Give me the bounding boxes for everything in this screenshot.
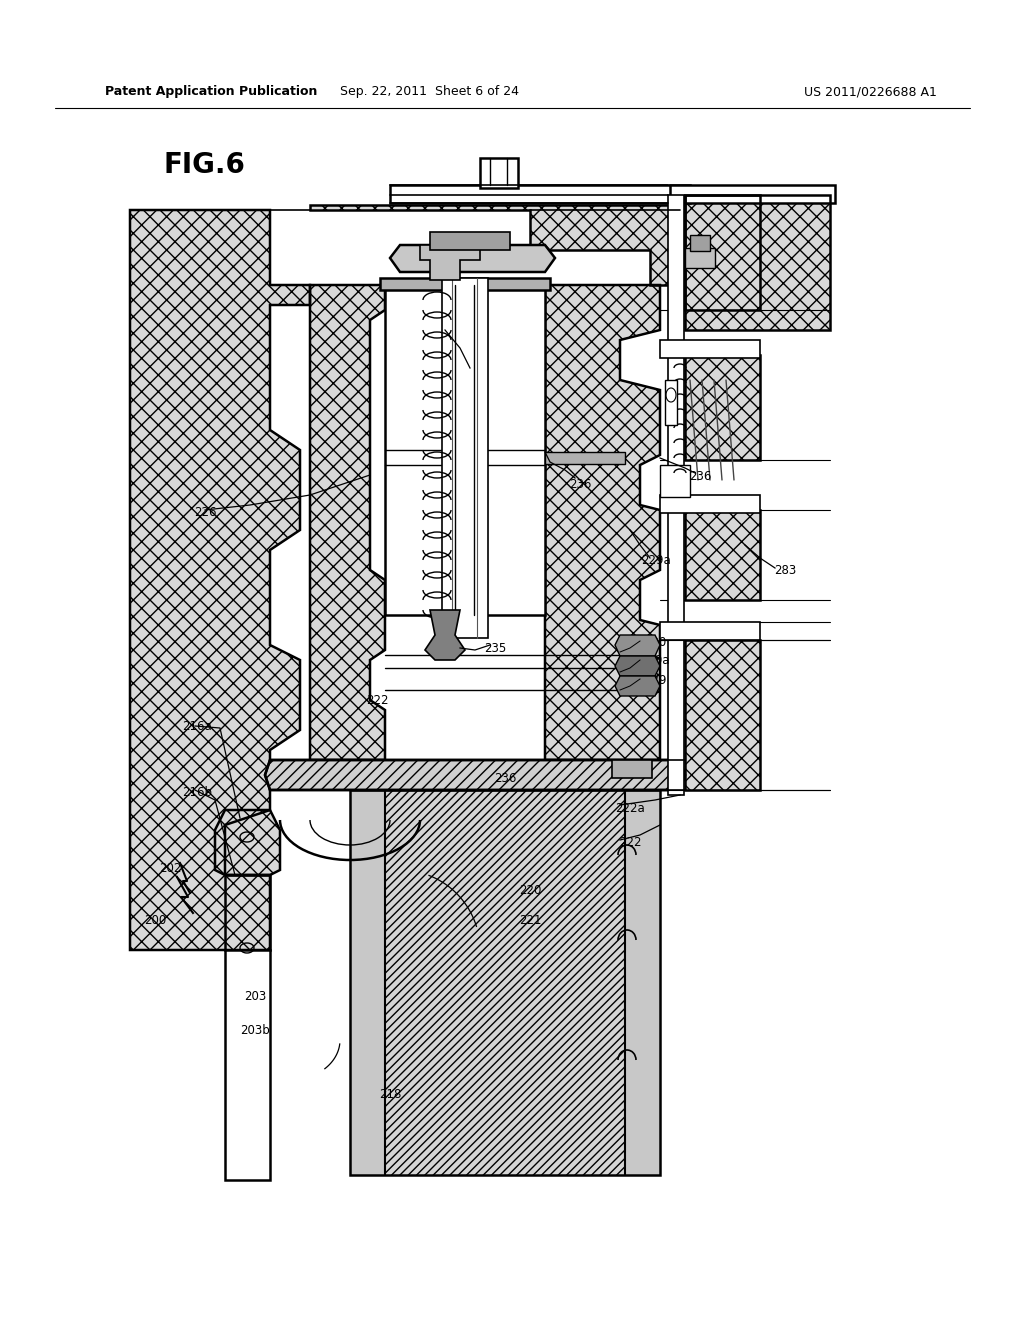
Text: 236: 236 xyxy=(494,771,516,784)
Text: 230: 230 xyxy=(644,635,667,648)
Polygon shape xyxy=(442,279,488,638)
Text: 222: 222 xyxy=(618,836,641,849)
Polygon shape xyxy=(130,210,310,950)
Polygon shape xyxy=(685,510,760,601)
Polygon shape xyxy=(225,950,270,1180)
Polygon shape xyxy=(390,185,690,203)
Polygon shape xyxy=(480,158,518,187)
Polygon shape xyxy=(420,246,480,280)
Text: 236: 236 xyxy=(689,470,712,483)
Text: 222a: 222a xyxy=(615,801,645,814)
Polygon shape xyxy=(615,656,660,676)
Polygon shape xyxy=(225,875,270,950)
Text: 221: 221 xyxy=(519,913,542,927)
Polygon shape xyxy=(615,635,660,656)
Polygon shape xyxy=(385,285,545,615)
Text: 202: 202 xyxy=(159,862,181,874)
Polygon shape xyxy=(685,640,760,789)
Polygon shape xyxy=(685,248,715,268)
Polygon shape xyxy=(430,232,510,249)
Polygon shape xyxy=(685,355,760,459)
Text: 203: 203 xyxy=(244,990,266,1002)
Polygon shape xyxy=(380,279,550,290)
Polygon shape xyxy=(665,380,677,425)
Polygon shape xyxy=(670,185,835,203)
Text: US 2011/0226688 A1: US 2011/0226688 A1 xyxy=(804,86,936,99)
Text: 203b: 203b xyxy=(240,1023,270,1036)
Polygon shape xyxy=(350,789,660,1175)
Text: 218: 218 xyxy=(379,1089,401,1101)
Polygon shape xyxy=(660,341,760,358)
Polygon shape xyxy=(545,451,625,465)
Text: 220: 220 xyxy=(519,883,542,896)
Text: 229: 229 xyxy=(644,675,667,688)
Text: 226: 226 xyxy=(194,506,216,519)
Text: 230a: 230a xyxy=(640,655,670,668)
Polygon shape xyxy=(660,465,690,498)
Polygon shape xyxy=(350,789,385,1175)
Text: 216b: 216b xyxy=(182,785,212,799)
Polygon shape xyxy=(690,235,710,251)
Polygon shape xyxy=(265,760,685,789)
Text: Patent Application Publication: Patent Application Publication xyxy=(105,86,317,99)
Polygon shape xyxy=(390,185,690,193)
Polygon shape xyxy=(685,195,830,330)
Polygon shape xyxy=(390,246,555,272)
Polygon shape xyxy=(425,610,465,660)
Text: 225: 225 xyxy=(459,363,481,376)
Text: 235: 235 xyxy=(484,642,506,655)
Text: FIG.6: FIG.6 xyxy=(163,150,245,180)
Polygon shape xyxy=(685,195,760,310)
Polygon shape xyxy=(310,205,680,285)
Text: 216a: 216a xyxy=(182,719,212,733)
Polygon shape xyxy=(310,285,385,760)
Text: 200: 200 xyxy=(144,913,166,927)
Polygon shape xyxy=(215,810,280,875)
Text: 283: 283 xyxy=(774,564,796,577)
Polygon shape xyxy=(668,195,684,795)
Text: Sep. 22, 2011  Sheet 6 of 24: Sep. 22, 2011 Sheet 6 of 24 xyxy=(341,86,519,99)
Text: 236: 236 xyxy=(568,478,591,491)
Polygon shape xyxy=(660,495,760,513)
Polygon shape xyxy=(660,622,760,640)
Text: 229a: 229a xyxy=(641,553,671,566)
Text: 222: 222 xyxy=(366,693,388,706)
Polygon shape xyxy=(625,789,660,1175)
Polygon shape xyxy=(612,760,652,777)
Polygon shape xyxy=(615,676,660,696)
Polygon shape xyxy=(545,285,660,760)
